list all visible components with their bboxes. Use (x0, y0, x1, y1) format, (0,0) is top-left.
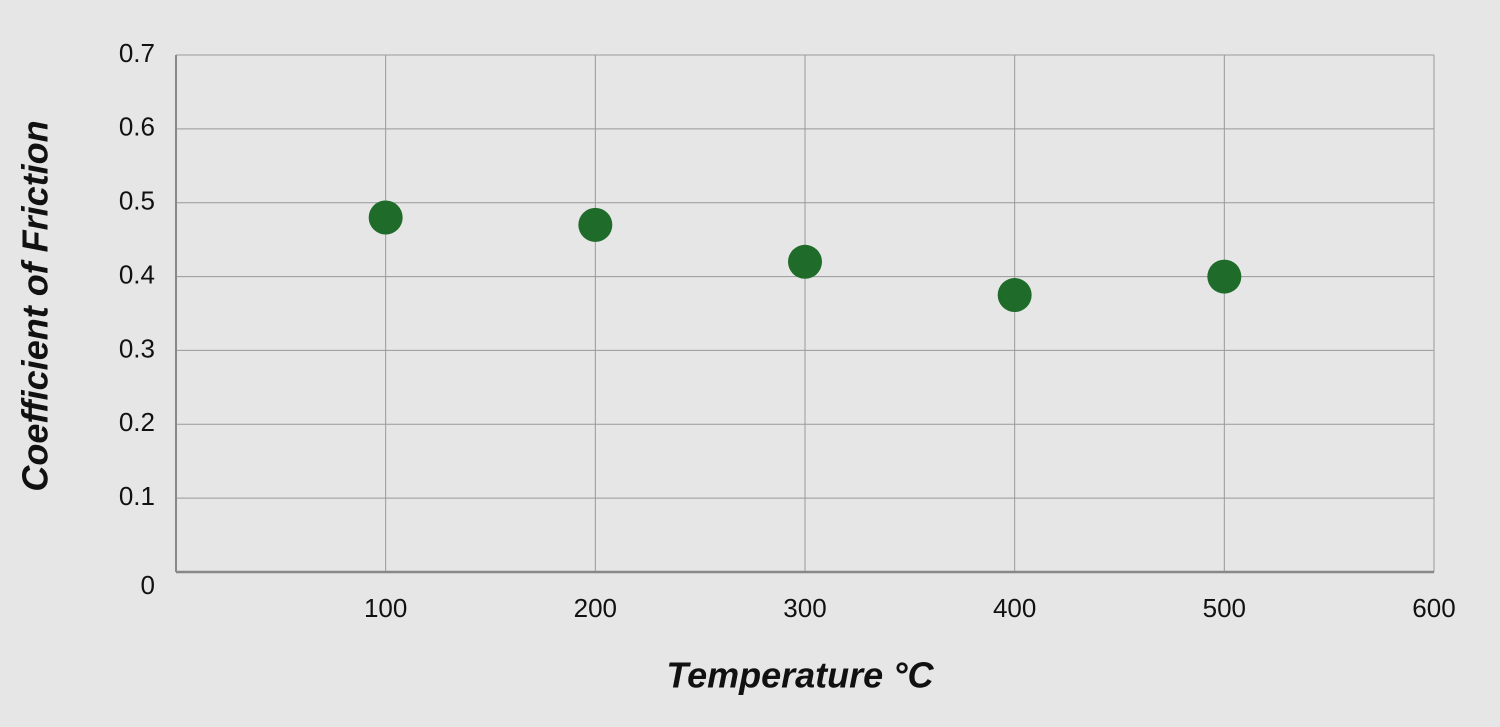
y-tick-label: 0.3 (119, 333, 155, 363)
y-tick-label: 0 (141, 570, 155, 600)
x-axis-title: Temperature °C (666, 655, 934, 696)
y-tick-label: 0.7 (119, 38, 155, 68)
point (368, 200, 403, 235)
point (1207, 259, 1242, 294)
y-tick-label: 0.5 (119, 186, 155, 216)
y-tick-label: 0.1 (119, 481, 155, 511)
point (578, 207, 613, 242)
point (997, 278, 1032, 313)
y-tick-label: 0.4 (119, 259, 155, 289)
point (788, 244, 822, 279)
x-tick-label: 200 (574, 593, 617, 623)
x-tick-label: 500 (1203, 593, 1246, 623)
y-axis-title: Coefficient of Friction (15, 120, 56, 491)
x-tick-label: 400 (993, 593, 1036, 623)
x-tick-label: 300 (783, 593, 826, 623)
y-tick-label: 0.6 (119, 112, 155, 142)
x-tick-label: 100 (364, 593, 407, 623)
y-tick-label: 0.2 (119, 407, 155, 437)
x-tick-label: 600 (1412, 593, 1455, 623)
